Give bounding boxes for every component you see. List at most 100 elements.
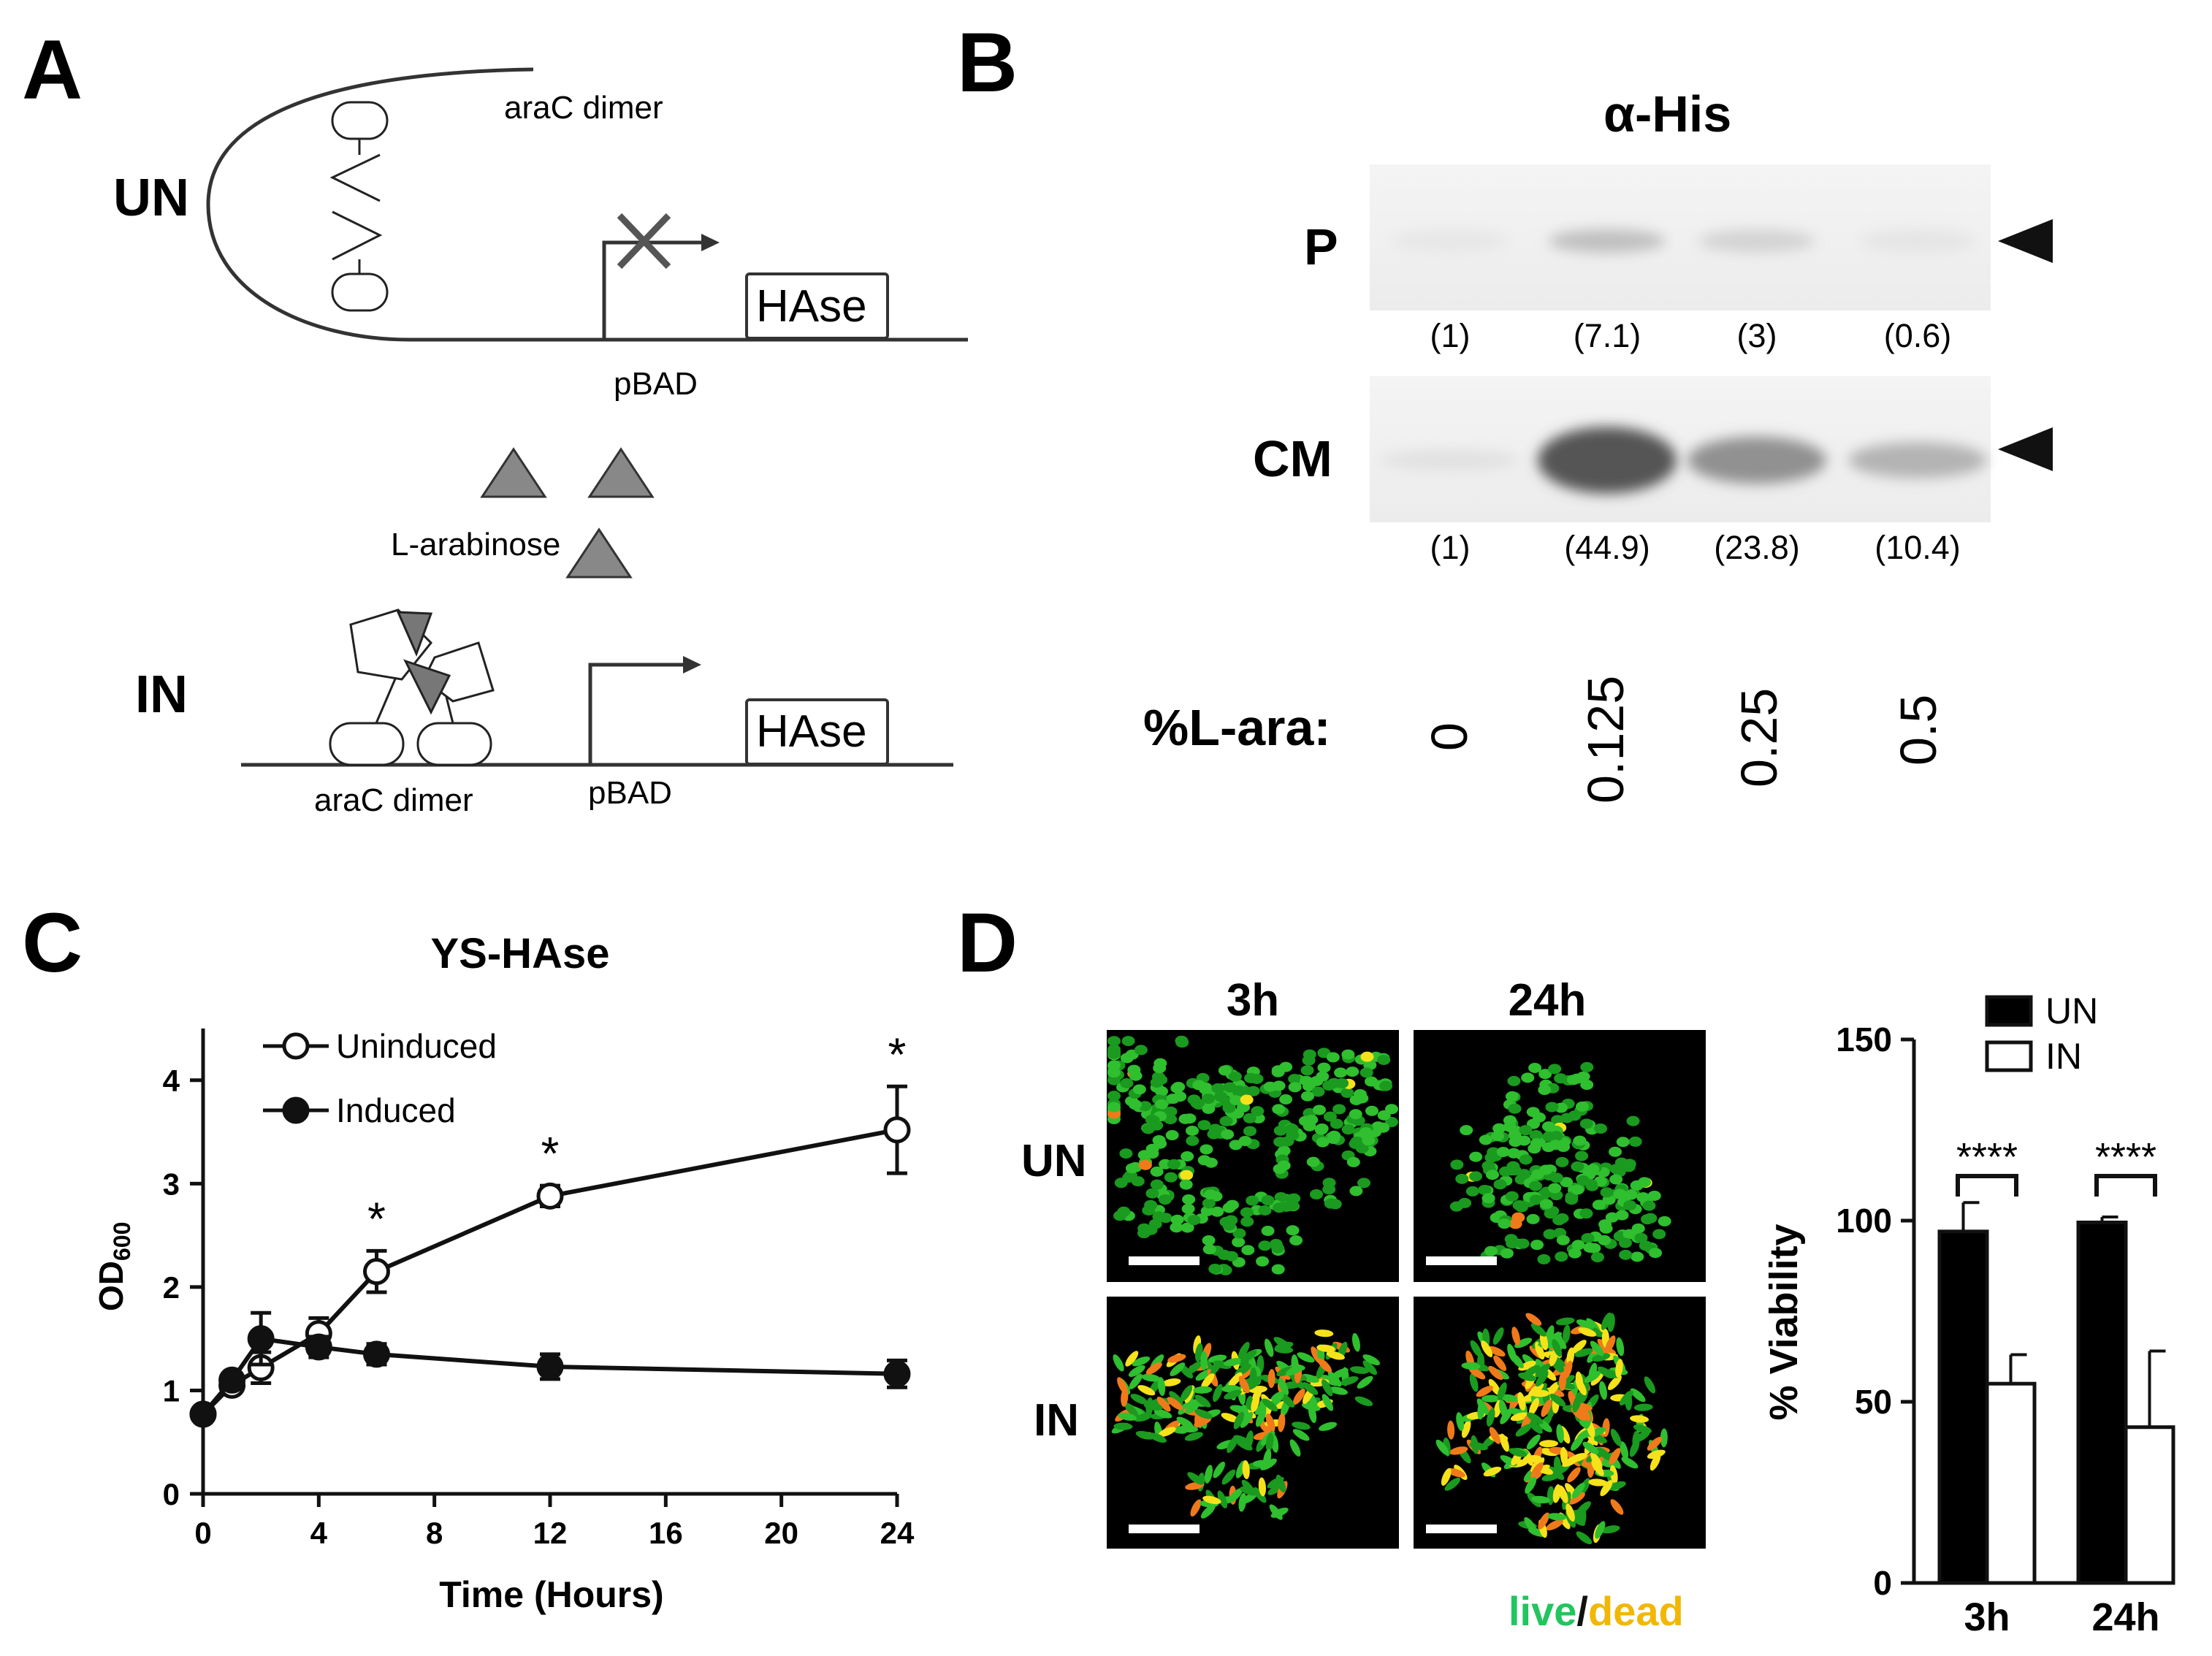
live-cell: [1241, 1245, 1255, 1256]
live-cell: [1186, 1135, 1200, 1146]
live-cell: [1278, 1378, 1289, 1396]
live-cell: [1618, 1237, 1632, 1248]
arac-dimer-label-top: araC dimer: [504, 90, 663, 126]
dead-cell: [1610, 1499, 1624, 1515]
live-cell: [1574, 1348, 1593, 1357]
live-cell: [1170, 1222, 1183, 1233]
dead-cell: [1194, 1416, 1212, 1427]
x-tick-label: 24h: [2091, 1595, 2159, 1639]
live-cell: [1552, 1215, 1566, 1226]
live-cell: [1346, 1156, 1360, 1167]
cm-band: [1687, 436, 1826, 484]
viability-chart: 0 50 100 150 3h **** 24h **** UN IN: [1836, 991, 2175, 1639]
dead-cell: [1447, 1420, 1455, 1440]
live-cell: [1183, 1113, 1197, 1124]
live-cell: [1256, 1256, 1270, 1267]
significance-star: *: [367, 1192, 386, 1245]
live-cell: [1284, 1123, 1298, 1134]
live-cell: [1155, 1086, 1169, 1097]
live-cell: [1481, 1193, 1495, 1204]
live-cell: [1186, 1361, 1202, 1375]
significance-stars: ****: [2095, 1135, 2156, 1179]
live-cell: [1484, 1245, 1498, 1256]
live-cell: [1143, 1403, 1163, 1411]
live-cell: [1117, 1206, 1131, 1217]
live-cell: [1118, 1412, 1137, 1421]
live-cell: [1648, 1248, 1662, 1259]
cm-quant-lane4: (10.4): [1875, 529, 1961, 566]
dead-cell: [1560, 1446, 1568, 1466]
live-cell: [1202, 1103, 1216, 1114]
live-cell: [1125, 1163, 1139, 1174]
live-cell: [1316, 1071, 1330, 1082]
live-cell: [1181, 1222, 1194, 1233]
live-cell: [1167, 1159, 1181, 1169]
y-tick-label: 3: [163, 1167, 180, 1201]
live-cell: [1286, 1365, 1303, 1376]
live-cell: [1526, 1213, 1540, 1224]
live-cell: [1240, 1350, 1257, 1363]
live-cell: [1138, 1101, 1152, 1112]
live-cell: [1229, 1095, 1243, 1106]
p-quantification: (1) (7.1) (3) (0.6): [1430, 317, 1952, 354]
live-cell: [1107, 1044, 1121, 1055]
live-cell: [1572, 1394, 1582, 1413]
live-cell: [1179, 1179, 1193, 1190]
live-cell: [1349, 1109, 1362, 1120]
dead-cell: [1541, 1399, 1552, 1417]
live-cell: [1170, 1362, 1186, 1376]
live-cell: [1166, 1094, 1180, 1104]
live-cell: [1620, 1441, 1629, 1460]
dead-cell: [1240, 1094, 1254, 1105]
live-cell: [1469, 1373, 1479, 1392]
dead-cell: [1522, 1455, 1542, 1463]
dead-cell: [1565, 1503, 1575, 1522]
live-cell: [1240, 1216, 1254, 1227]
live-cell: [1224, 1358, 1243, 1367]
dead-cell: [1125, 1351, 1139, 1367]
live-cell: [1262, 1398, 1278, 1412]
live-cell: [1528, 1419, 1543, 1434]
dead-cell: [1156, 1397, 1171, 1412]
live-cell: [1613, 1188, 1627, 1199]
live-cell: [1107, 1036, 1121, 1047]
p-quant-lane2: (7.1): [1574, 317, 1641, 354]
live-cell: [1517, 1135, 1531, 1146]
live-cell: [1221, 1129, 1235, 1140]
y-tick-label: 50: [1855, 1383, 1892, 1421]
live-cell: [1272, 1104, 1286, 1115]
live-cell: [1498, 1399, 1508, 1419]
cm-quant-lane3: (23.8): [1714, 529, 1800, 566]
dead-cell: [1476, 1385, 1493, 1397]
live-cell: [1250, 1073, 1264, 1084]
live-cell: [1197, 1155, 1211, 1166]
significance-stars: ****: [1956, 1135, 2018, 1179]
live-cell: [1211, 1083, 1225, 1094]
live-cell: [1529, 1194, 1543, 1205]
block-x-icon: [617, 213, 671, 270]
dead-cell: [1488, 1365, 1503, 1381]
live-cell: [1355, 1093, 1369, 1104]
live-cell: [1228, 1071, 1242, 1082]
live-cell: [1261, 1226, 1275, 1237]
live-cell: [1309, 1189, 1323, 1200]
live-cell: [1279, 1094, 1293, 1105]
micrograph-un-3h: [1107, 1030, 1399, 1282]
live-cell: [1500, 1394, 1519, 1403]
live-cell: [1535, 1363, 1551, 1378]
bar-un: [1937, 1229, 1989, 1585]
live-cell: [1359, 1067, 1373, 1078]
live-cell: [1150, 1179, 1164, 1190]
column-label-3h: 3h: [1227, 975, 1279, 1026]
hase-gene-box-bottom: [745, 698, 889, 766]
live-cell: [1255, 1409, 1266, 1427]
live-cell: [1214, 1091, 1228, 1102]
live-cell: [1194, 1409, 1213, 1419]
live-cell: [1107, 1067, 1121, 1078]
x-tick-label: 20: [764, 1516, 798, 1550]
dead-cell: [1525, 1313, 1542, 1326]
dead-cell: [1317, 1358, 1332, 1373]
dead-cell: [1568, 1492, 1585, 1505]
